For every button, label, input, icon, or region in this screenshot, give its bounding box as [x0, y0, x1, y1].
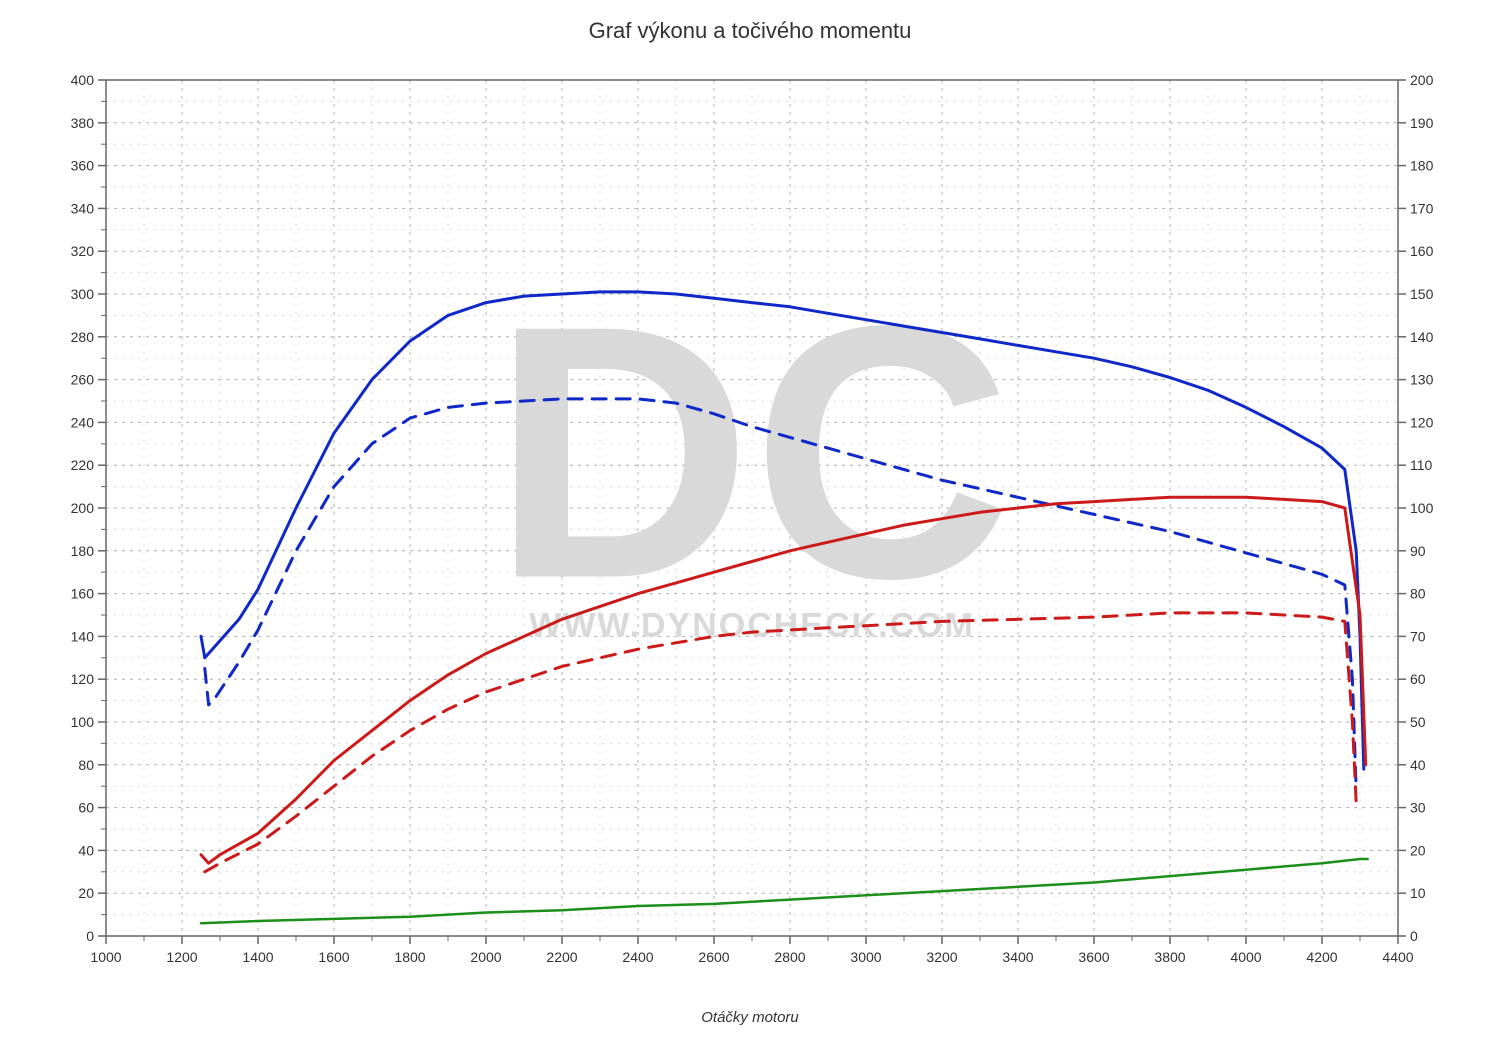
- svg-text:160: 160: [71, 586, 95, 602]
- svg-text:2800: 2800: [774, 949, 805, 965]
- svg-text:1800: 1800: [394, 949, 425, 965]
- svg-text:3400: 3400: [1002, 949, 1033, 965]
- svg-text:40: 40: [78, 842, 94, 858]
- svg-text:100: 100: [71, 714, 95, 730]
- svg-text:60: 60: [78, 800, 94, 816]
- svg-text:340: 340: [71, 200, 95, 216]
- svg-text:20: 20: [1410, 842, 1426, 858]
- svg-text:DC: DC: [492, 251, 1012, 653]
- svg-text:3600: 3600: [1078, 949, 1109, 965]
- svg-text:160: 160: [1410, 243, 1434, 259]
- svg-text:180: 180: [71, 543, 95, 559]
- svg-text:380: 380: [71, 115, 95, 131]
- svg-text:2400: 2400: [622, 949, 653, 965]
- x-axis-label: Otáčky motoru: [0, 1009, 1500, 1026]
- svg-text:1000: 1000: [90, 949, 121, 965]
- svg-text:50: 50: [1410, 714, 1426, 730]
- svg-text:360: 360: [71, 158, 95, 174]
- svg-text:100: 100: [1410, 500, 1434, 516]
- dyno-chart: { "title": "Graf výkonu a točivého momen…: [0, 0, 1500, 1040]
- svg-text:1400: 1400: [242, 949, 273, 965]
- svg-text:3800: 3800: [1154, 949, 1185, 965]
- svg-text:60: 60: [1410, 671, 1426, 687]
- svg-text:110: 110: [1410, 457, 1433, 473]
- svg-text:200: 200: [1410, 72, 1434, 88]
- svg-text:190: 190: [1410, 115, 1434, 131]
- svg-text:200: 200: [71, 500, 95, 516]
- svg-text:170: 170: [1410, 200, 1434, 216]
- svg-text:3000: 3000: [850, 949, 881, 965]
- svg-text:0: 0: [1410, 928, 1418, 944]
- chart-title: Graf výkonu a točivého momentu: [0, 18, 1500, 44]
- svg-text:1600: 1600: [318, 949, 349, 965]
- svg-text:240: 240: [71, 414, 95, 430]
- svg-text:WWW.DYNOCHECK.COM: WWW.DYNOCHECK.COM: [529, 606, 975, 644]
- svg-text:2000: 2000: [470, 949, 501, 965]
- svg-text:400: 400: [71, 72, 95, 88]
- svg-text:220: 220: [71, 457, 95, 473]
- svg-text:260: 260: [71, 372, 95, 388]
- svg-text:3200: 3200: [926, 949, 957, 965]
- svg-text:120: 120: [71, 671, 95, 687]
- svg-text:140: 140: [71, 628, 95, 644]
- svg-text:40: 40: [1410, 757, 1426, 773]
- svg-text:300: 300: [71, 286, 95, 302]
- svg-text:70: 70: [1410, 628, 1426, 644]
- watermark: DCWWW.DYNOCHECK.COM: [492, 251, 1012, 653]
- svg-text:80: 80: [78, 757, 94, 773]
- svg-text:2200: 2200: [546, 949, 577, 965]
- chart-area: DCWWW.DYNOCHECK.COM100012001400160018002…: [44, 58, 1460, 988]
- svg-text:140: 140: [1410, 329, 1434, 345]
- svg-text:10: 10: [1410, 885, 1426, 901]
- svg-text:4400: 4400: [1382, 949, 1413, 965]
- svg-text:0: 0: [86, 928, 94, 944]
- svg-text:150: 150: [1410, 286, 1434, 302]
- svg-text:2600: 2600: [698, 949, 729, 965]
- svg-text:80: 80: [1410, 586, 1426, 602]
- svg-text:30: 30: [1410, 800, 1426, 816]
- svg-text:4200: 4200: [1306, 949, 1337, 965]
- svg-text:120: 120: [1410, 414, 1434, 430]
- svg-text:90: 90: [1410, 543, 1426, 559]
- svg-text:320: 320: [71, 243, 95, 259]
- svg-text:20: 20: [78, 885, 94, 901]
- svg-text:130: 130: [1410, 372, 1434, 388]
- chart-svg: DCWWW.DYNOCHECK.COM100012001400160018002…: [44, 58, 1460, 988]
- svg-text:1200: 1200: [166, 949, 197, 965]
- svg-text:180: 180: [1410, 158, 1434, 174]
- svg-text:280: 280: [71, 329, 95, 345]
- svg-text:4000: 4000: [1230, 949, 1261, 965]
